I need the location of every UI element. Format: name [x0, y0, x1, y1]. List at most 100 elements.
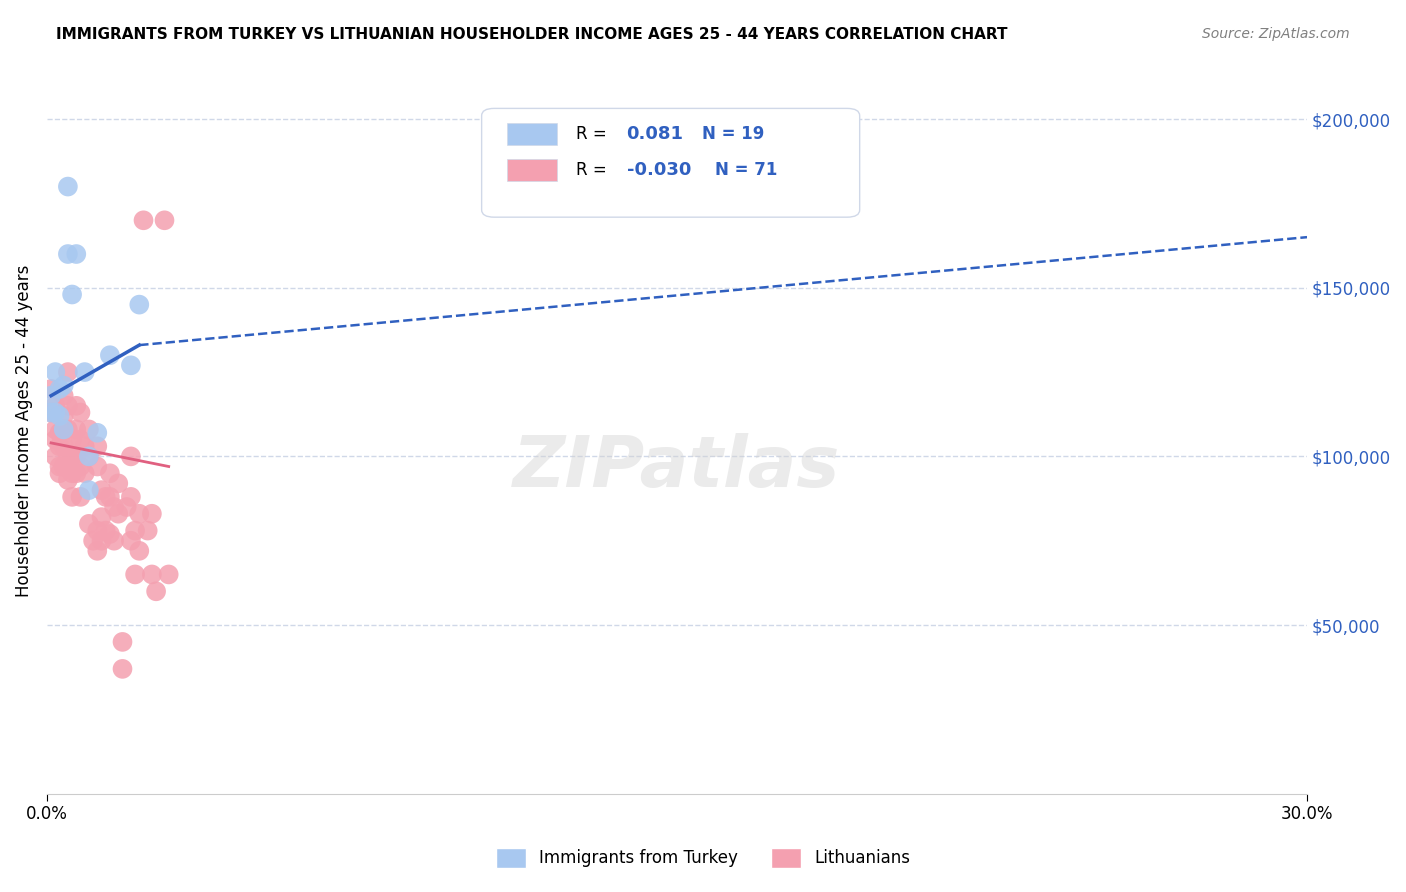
Point — [120, 490, 142, 504]
Point — [65, 422, 87, 436]
Point — [39, 405, 62, 419]
Point — [52, 389, 75, 403]
Point — [98, 527, 121, 541]
Point — [90, 533, 112, 548]
Point — [39, 382, 62, 396]
Text: R =: R = — [576, 161, 612, 179]
Point — [157, 567, 180, 582]
Point — [111, 635, 134, 649]
Point — [98, 467, 121, 481]
Point — [77, 450, 100, 464]
Point — [60, 287, 83, 301]
Point — [52, 422, 75, 436]
Point — [141, 507, 163, 521]
Text: 0.081: 0.081 — [627, 125, 683, 143]
Text: ZIPatlas: ZIPatlas — [513, 433, 841, 502]
Point — [65, 450, 87, 464]
Point — [52, 409, 75, 423]
Point — [48, 409, 70, 423]
Point — [48, 425, 70, 440]
Point — [77, 483, 100, 497]
Point — [44, 433, 66, 447]
Point — [48, 467, 70, 481]
Text: R =: R = — [576, 125, 612, 143]
Point — [60, 433, 83, 447]
Point — [82, 533, 104, 548]
Point — [111, 662, 134, 676]
Point — [86, 544, 108, 558]
Point — [52, 378, 75, 392]
Point — [60, 467, 83, 481]
Point — [145, 584, 167, 599]
Point — [107, 476, 129, 491]
Point — [65, 467, 87, 481]
Point — [56, 422, 79, 436]
Point — [90, 510, 112, 524]
Point — [52, 459, 75, 474]
Point — [86, 425, 108, 440]
Point — [60, 450, 83, 464]
Point — [86, 439, 108, 453]
Text: -0.030: -0.030 — [627, 161, 690, 179]
Point — [69, 490, 91, 504]
Point — [128, 297, 150, 311]
Point — [98, 490, 121, 504]
Point — [52, 422, 75, 436]
Point — [77, 422, 100, 436]
Point — [141, 567, 163, 582]
Point — [56, 450, 79, 464]
Point — [77, 516, 100, 531]
Point — [56, 365, 79, 379]
Point — [44, 405, 66, 419]
Point — [73, 365, 96, 379]
Point — [69, 433, 91, 447]
Point — [103, 533, 125, 548]
Point — [56, 399, 79, 413]
Text: N = 71: N = 71 — [714, 161, 778, 179]
Point — [73, 467, 96, 481]
Point — [65, 399, 87, 413]
Point — [48, 382, 70, 396]
Point — [48, 459, 70, 474]
Point — [107, 507, 129, 521]
Point — [44, 450, 66, 464]
Point — [86, 524, 108, 538]
Point — [153, 213, 176, 227]
Point — [128, 507, 150, 521]
Point — [56, 473, 79, 487]
Y-axis label: Householder Income Ages 25 - 44 years: Householder Income Ages 25 - 44 years — [15, 265, 32, 598]
Point — [48, 439, 70, 453]
Point — [120, 359, 142, 373]
FancyBboxPatch shape — [482, 109, 859, 217]
Point — [60, 490, 83, 504]
Point — [69, 405, 91, 419]
Point — [103, 500, 125, 514]
Point — [52, 439, 75, 453]
Point — [115, 500, 138, 514]
Point — [44, 399, 66, 413]
Point — [124, 567, 146, 582]
Point — [94, 490, 117, 504]
Point — [77, 450, 100, 464]
Point — [56, 179, 79, 194]
Text: N = 19: N = 19 — [702, 125, 765, 143]
Point — [128, 544, 150, 558]
Point — [69, 459, 91, 474]
Text: IMMIGRANTS FROM TURKEY VS LITHUANIAN HOUSEHOLDER INCOME AGES 25 - 44 YEARS CORRE: IMMIGRANTS FROM TURKEY VS LITHUANIAN HOU… — [56, 27, 1008, 42]
Point — [44, 365, 66, 379]
Point — [86, 459, 108, 474]
Point — [56, 247, 79, 261]
Text: Source: ZipAtlas.com: Source: ZipAtlas.com — [1202, 27, 1350, 41]
Point — [120, 533, 142, 548]
Point — [44, 422, 66, 436]
Point — [39, 389, 62, 403]
Point — [65, 247, 87, 261]
Point — [132, 213, 155, 227]
Point — [98, 348, 121, 362]
Point — [94, 524, 117, 538]
Point — [120, 450, 142, 464]
Point — [90, 483, 112, 497]
Legend: Immigrants from Turkey, Lithuanians: Immigrants from Turkey, Lithuanians — [489, 841, 917, 875]
Point — [136, 524, 159, 538]
FancyBboxPatch shape — [506, 123, 557, 145]
